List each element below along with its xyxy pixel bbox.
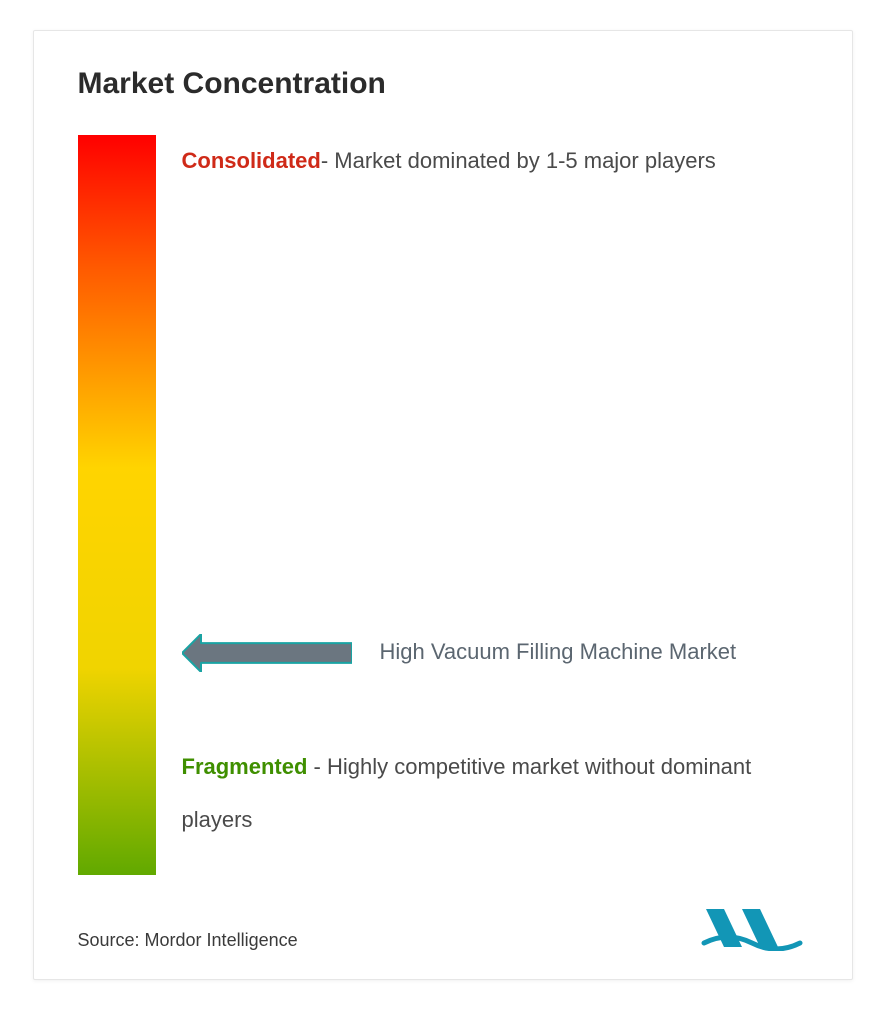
mordor-logo-icon bbox=[698, 903, 808, 951]
source-text: Source: Mordor Intelligence bbox=[78, 930, 298, 951]
consolidated-desc: - Market dominated by 1-5 major players bbox=[321, 148, 716, 173]
card-title: Market Concentration bbox=[78, 67, 808, 101]
right-column: Consolidated- Market dominated by 1-5 ma… bbox=[182, 135, 808, 875]
marker-row: High Vacuum Filling Machine Market bbox=[182, 634, 808, 672]
concentration-gradient-bar bbox=[78, 135, 156, 875]
market-concentration-card: Market Concentration Consolidated- Marke… bbox=[33, 30, 853, 980]
fragmented-keyword: Fragmented bbox=[182, 754, 308, 779]
marker-label: High Vacuum Filling Machine Market bbox=[380, 635, 737, 669]
card-footer: Source: Mordor Intelligence bbox=[78, 903, 808, 951]
fragmented-block: Fragmented - Highly competitive market w… bbox=[182, 741, 808, 847]
arrow-icon bbox=[182, 634, 352, 672]
consolidated-keyword: Consolidated bbox=[182, 148, 321, 173]
consolidated-block: Consolidated- Market dominated by 1-5 ma… bbox=[182, 135, 808, 188]
card-body: Consolidated- Market dominated by 1-5 ma… bbox=[78, 135, 808, 881]
